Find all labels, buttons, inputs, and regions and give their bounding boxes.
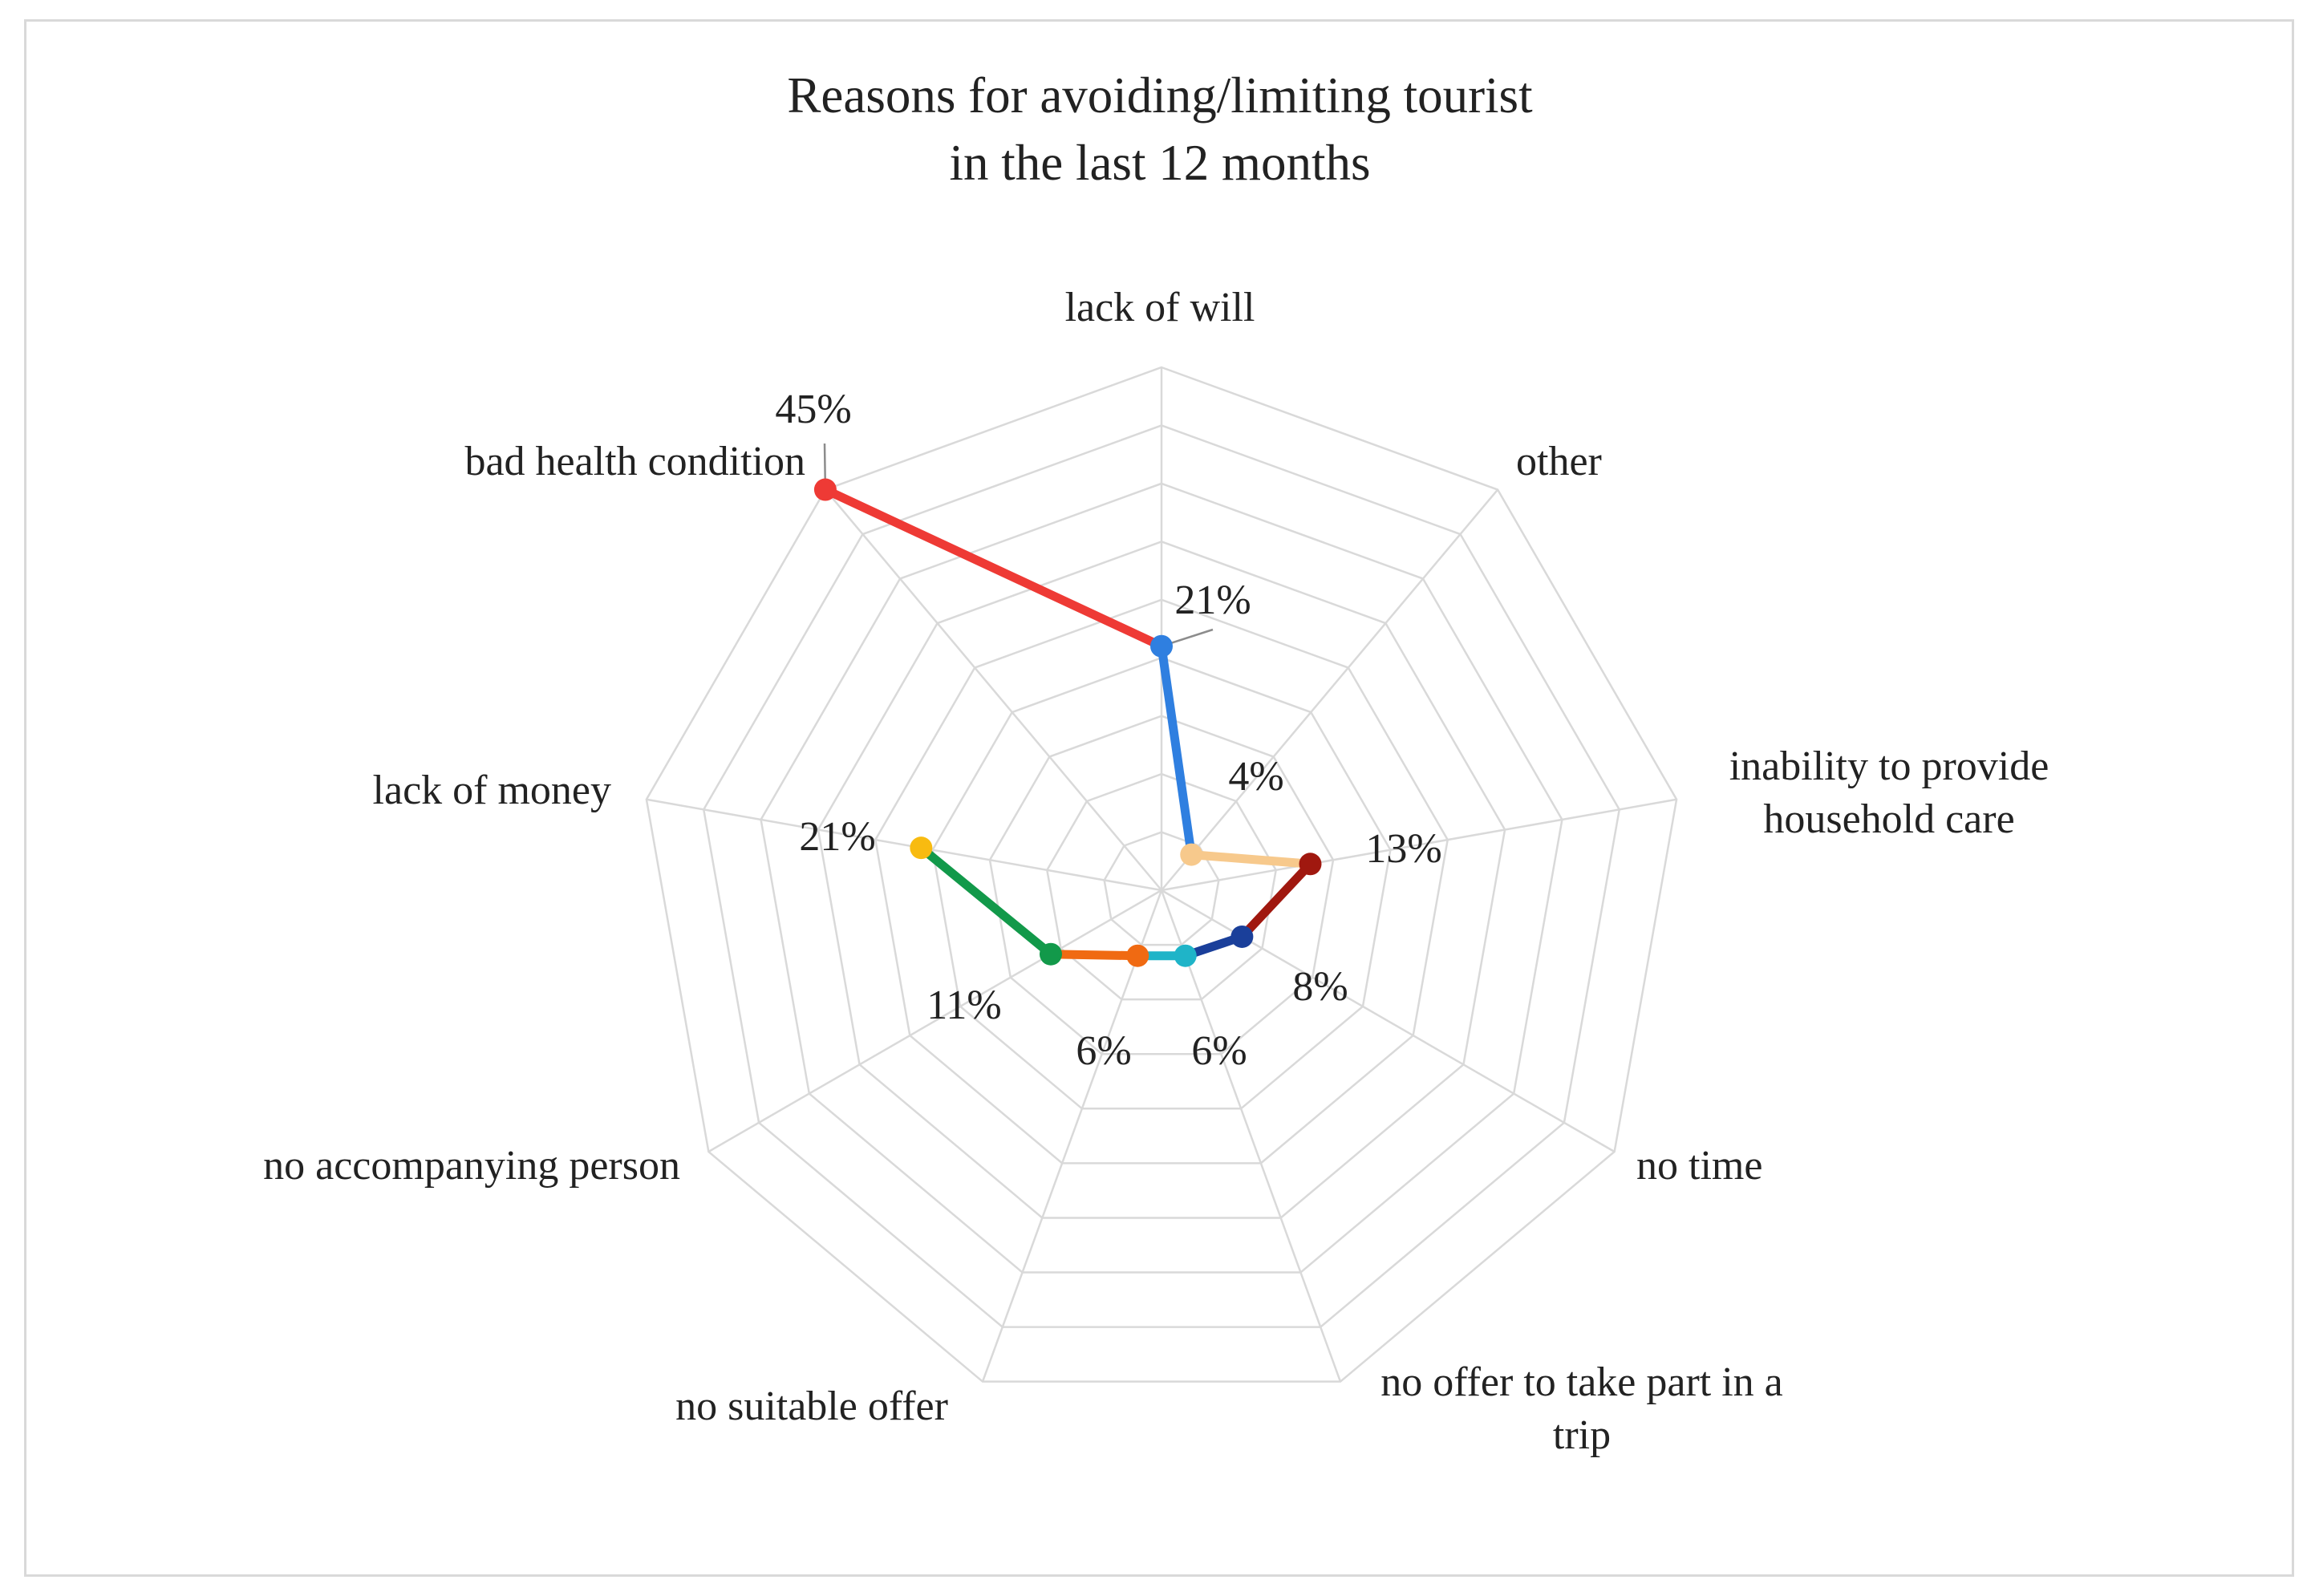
series-segment [1157,642,1196,860]
data-label: 13% [1365,826,1441,872]
radar-series [813,478,1322,967]
radar-spoke [1160,889,1342,1383]
grid-ring [988,715,1335,1055]
chart-frame [24,19,2294,1577]
data-label: 6% [1076,1028,1131,1074]
grid-ring [1103,831,1220,946]
chart-title-line-1: Reasons for avoiding/limiting tourist [787,67,1533,124]
data-label: 45% [775,387,851,432]
axis-label: no offer to take part in a [1380,1359,1783,1405]
radar-spoke [646,798,1162,892]
grid-ring [645,366,1678,1383]
radar-spoke [1161,488,1499,891]
data-point [910,836,933,860]
radar-spoke [1161,889,1616,1153]
data-label: 6% [1191,1028,1247,1074]
chart-title: Reasons for avoiding/limiting tourist in … [787,67,1533,191]
data-label: 8% [1292,964,1348,1010]
axis-labels: lack of will other inability to provide hou… [263,285,2049,1458]
series-segment [916,843,1056,959]
data-point [1126,944,1149,967]
grid-ring [702,424,1621,1328]
chart-title-line-2: in the last 12 months [950,135,1371,191]
data-labels: 21% 4% 13% 8% 6% 6% 11% 21% 45% [775,387,1441,1074]
data-point [1299,853,1322,876]
data-point [1174,944,1197,967]
data-label: 21% [1174,577,1251,623]
series-segment [1046,950,1142,961]
axis-label: other [1516,439,1602,484]
series-segment [1237,859,1315,942]
series-segment [1186,850,1315,869]
axis-label: no time [1636,1143,1762,1189]
grid-ring [931,656,1392,1110]
data-point [1039,942,1062,966]
axis-label: inability to provide [1729,743,2049,789]
data-point [1150,634,1173,658]
axis-label: household care [1763,796,2014,842]
data-point [1230,925,1254,948]
series-segment [821,485,1166,651]
data-point [1180,843,1203,866]
data-label: 11% [926,982,1001,1028]
axis-label: lack of money [373,768,611,813]
grid-ring [760,482,1563,1274]
radar-spoke [1161,798,1677,892]
data-label: 21% [799,814,875,860]
radar-spoke [824,488,1162,891]
axis-label: trip [1553,1412,1611,1458]
radar-grid [645,366,1678,1383]
data-label: 4% [1228,754,1283,800]
grid-ring [874,598,1449,1165]
radar-spoke [981,889,1163,1383]
grid-ring [817,541,1506,1219]
axis-label: lack of will [1065,285,1255,330]
grid-ring [1046,772,1277,1001]
axis-label: no accompanying person [263,1143,680,1189]
axis-label: bad health condition [464,439,805,484]
axis-label: no suitable offer [675,1383,948,1429]
data-point [813,478,837,501]
radar-spoke [707,889,1162,1153]
